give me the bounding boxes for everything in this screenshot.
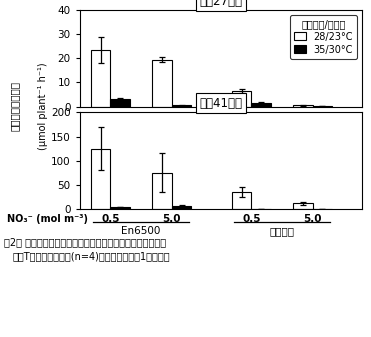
Bar [111,99,130,106]
Text: En6500: En6500 [121,226,161,237]
Bar [293,105,313,106]
Bar [293,203,313,209]
Legend: 28/23°C, 35/30°C: 28/23°C, 35/30°C [290,15,357,59]
Text: アセチレン還元能: アセチレン還元能 [10,81,20,131]
Text: 5.0: 5.0 [303,214,322,224]
Text: 5.0: 5.0 [162,214,181,224]
Bar [91,50,111,106]
Text: エンレイ: エンレイ [270,226,295,237]
Text: 0.5: 0.5 [101,214,120,224]
Title: 播種27日後: 播種27日後 [199,0,242,7]
Bar [152,173,172,209]
Bar [232,192,252,209]
Bar [152,60,172,106]
Bar [111,207,130,209]
Bar [252,103,271,106]
Text: 0.5: 0.5 [242,214,261,224]
Bar [91,149,111,209]
Text: (μmol plant⁻¹ h⁻¹): (μmol plant⁻¹ h⁻¹) [38,62,47,150]
Bar [172,105,191,106]
Text: 囲2． 個体当たり窒素固定能（気温と根域温度が同じ場合）: 囲2． 個体当たり窒素固定能（気温と根域温度が同じ場合） [4,238,166,248]
Title: 播種41日後: 播種41日後 [199,97,242,110]
Text: 注）T型線は標準誤差(n=4)。実験条件は囲1と同じ。: 注）T型線は標準誤差(n=4)。実験条件は囲1と同じ。 [13,251,171,261]
Text: NO₃⁻ (mol m⁻³): NO₃⁻ (mol m⁻³) [7,214,88,224]
Bar [232,91,252,106]
Bar [172,206,191,209]
